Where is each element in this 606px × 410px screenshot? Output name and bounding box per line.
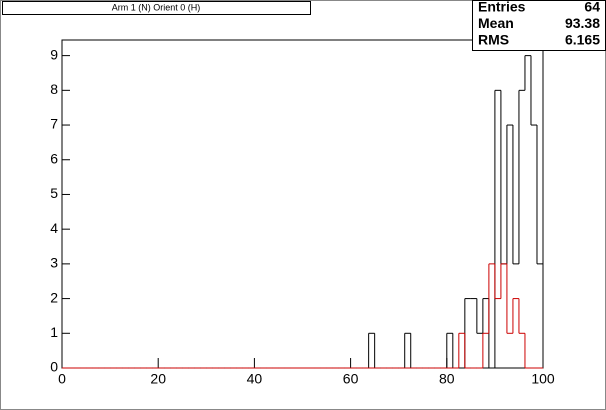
y-tick-label: 8 bbox=[50, 81, 58, 97]
x-tick-label: 80 bbox=[439, 371, 455, 387]
chart-title: Arm 1 (N) Orient 0 (H) bbox=[112, 2, 201, 12]
x-tick-label: 0 bbox=[58, 371, 66, 387]
y-tick-label: 3 bbox=[50, 255, 58, 271]
x-tick-label: 20 bbox=[150, 371, 166, 387]
y-tick-label: 4 bbox=[50, 220, 58, 236]
x-tick-label: 100 bbox=[531, 371, 555, 387]
stat-value: 6.165 bbox=[565, 32, 600, 48]
y-tick-label: 9 bbox=[50, 46, 58, 62]
stat-value: 93.38 bbox=[565, 15, 600, 31]
y-tick-label: 2 bbox=[50, 289, 58, 305]
y-tick-label: 0 bbox=[50, 359, 58, 375]
y-tick-label: 7 bbox=[50, 116, 58, 132]
plot-frame bbox=[61, 39, 544, 369]
y-tick-label: 6 bbox=[50, 150, 58, 166]
title-box bbox=[2, 1, 311, 15]
y-tick-label: 5 bbox=[50, 185, 58, 201]
stat-value: 64 bbox=[584, 0, 600, 15]
stat-label: Mean bbox=[478, 15, 514, 31]
stat-label: Entries bbox=[478, 0, 526, 15]
stat-label: RMS bbox=[478, 32, 509, 48]
stats-box bbox=[472, 0, 606, 51]
y-tick-label: 1 bbox=[50, 324, 58, 340]
x-tick-label: 60 bbox=[343, 371, 359, 387]
x-tick-label: 40 bbox=[247, 371, 263, 387]
